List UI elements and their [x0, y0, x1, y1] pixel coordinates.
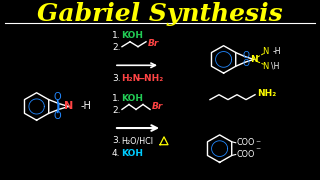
- Text: N: N: [250, 55, 258, 64]
- Text: N: N: [262, 47, 269, 56]
- Text: O: O: [242, 51, 249, 60]
- Text: O: O: [54, 111, 61, 121]
- Text: \H: \H: [271, 62, 279, 71]
- Text: 2.: 2.: [112, 43, 121, 52]
- Text: 2.: 2.: [112, 106, 121, 115]
- Text: Gabriel Synthesis: Gabriel Synthesis: [37, 2, 283, 26]
- Text: —NH₂: —NH₂: [135, 74, 163, 83]
- Text: N: N: [64, 102, 73, 111]
- Text: ⁻: ⁻: [256, 147, 261, 157]
- Text: Br: Br: [152, 102, 164, 111]
- Text: O: O: [242, 59, 249, 68]
- Text: NH₂: NH₂: [257, 89, 276, 98]
- Text: KOH: KOH: [121, 94, 143, 103]
- Text: O: O: [54, 92, 61, 102]
- Text: 3.: 3.: [112, 136, 121, 145]
- Text: -H: -H: [273, 47, 281, 56]
- Text: -H: -H: [81, 102, 92, 111]
- Text: COO: COO: [237, 138, 255, 147]
- Text: KOH: KOH: [121, 31, 143, 40]
- Text: KOH: KOH: [121, 149, 143, 158]
- Text: 4.: 4.: [112, 149, 121, 158]
- Text: 1.: 1.: [112, 31, 121, 40]
- Text: ⁻: ⁻: [256, 140, 261, 150]
- Text: N: N: [262, 62, 269, 71]
- Text: 3.: 3.: [112, 74, 121, 83]
- Text: 1.: 1.: [112, 94, 121, 103]
- Text: Br: Br: [148, 39, 159, 48]
- Text: COO: COO: [237, 150, 255, 159]
- Text: H₂N: H₂N: [121, 74, 140, 83]
- Text: H₂O/HCl: H₂O/HCl: [121, 136, 153, 145]
